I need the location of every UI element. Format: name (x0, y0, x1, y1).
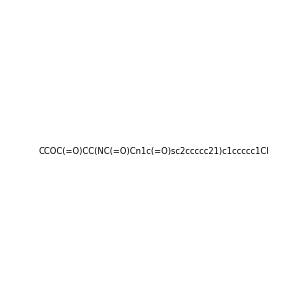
Text: CCOC(=O)CC(NC(=O)Cn1c(=O)sc2ccccc21)c1ccccc1Cl: CCOC(=O)CC(NC(=O)Cn1c(=O)sc2ccccc21)c1cc… (38, 147, 269, 156)
